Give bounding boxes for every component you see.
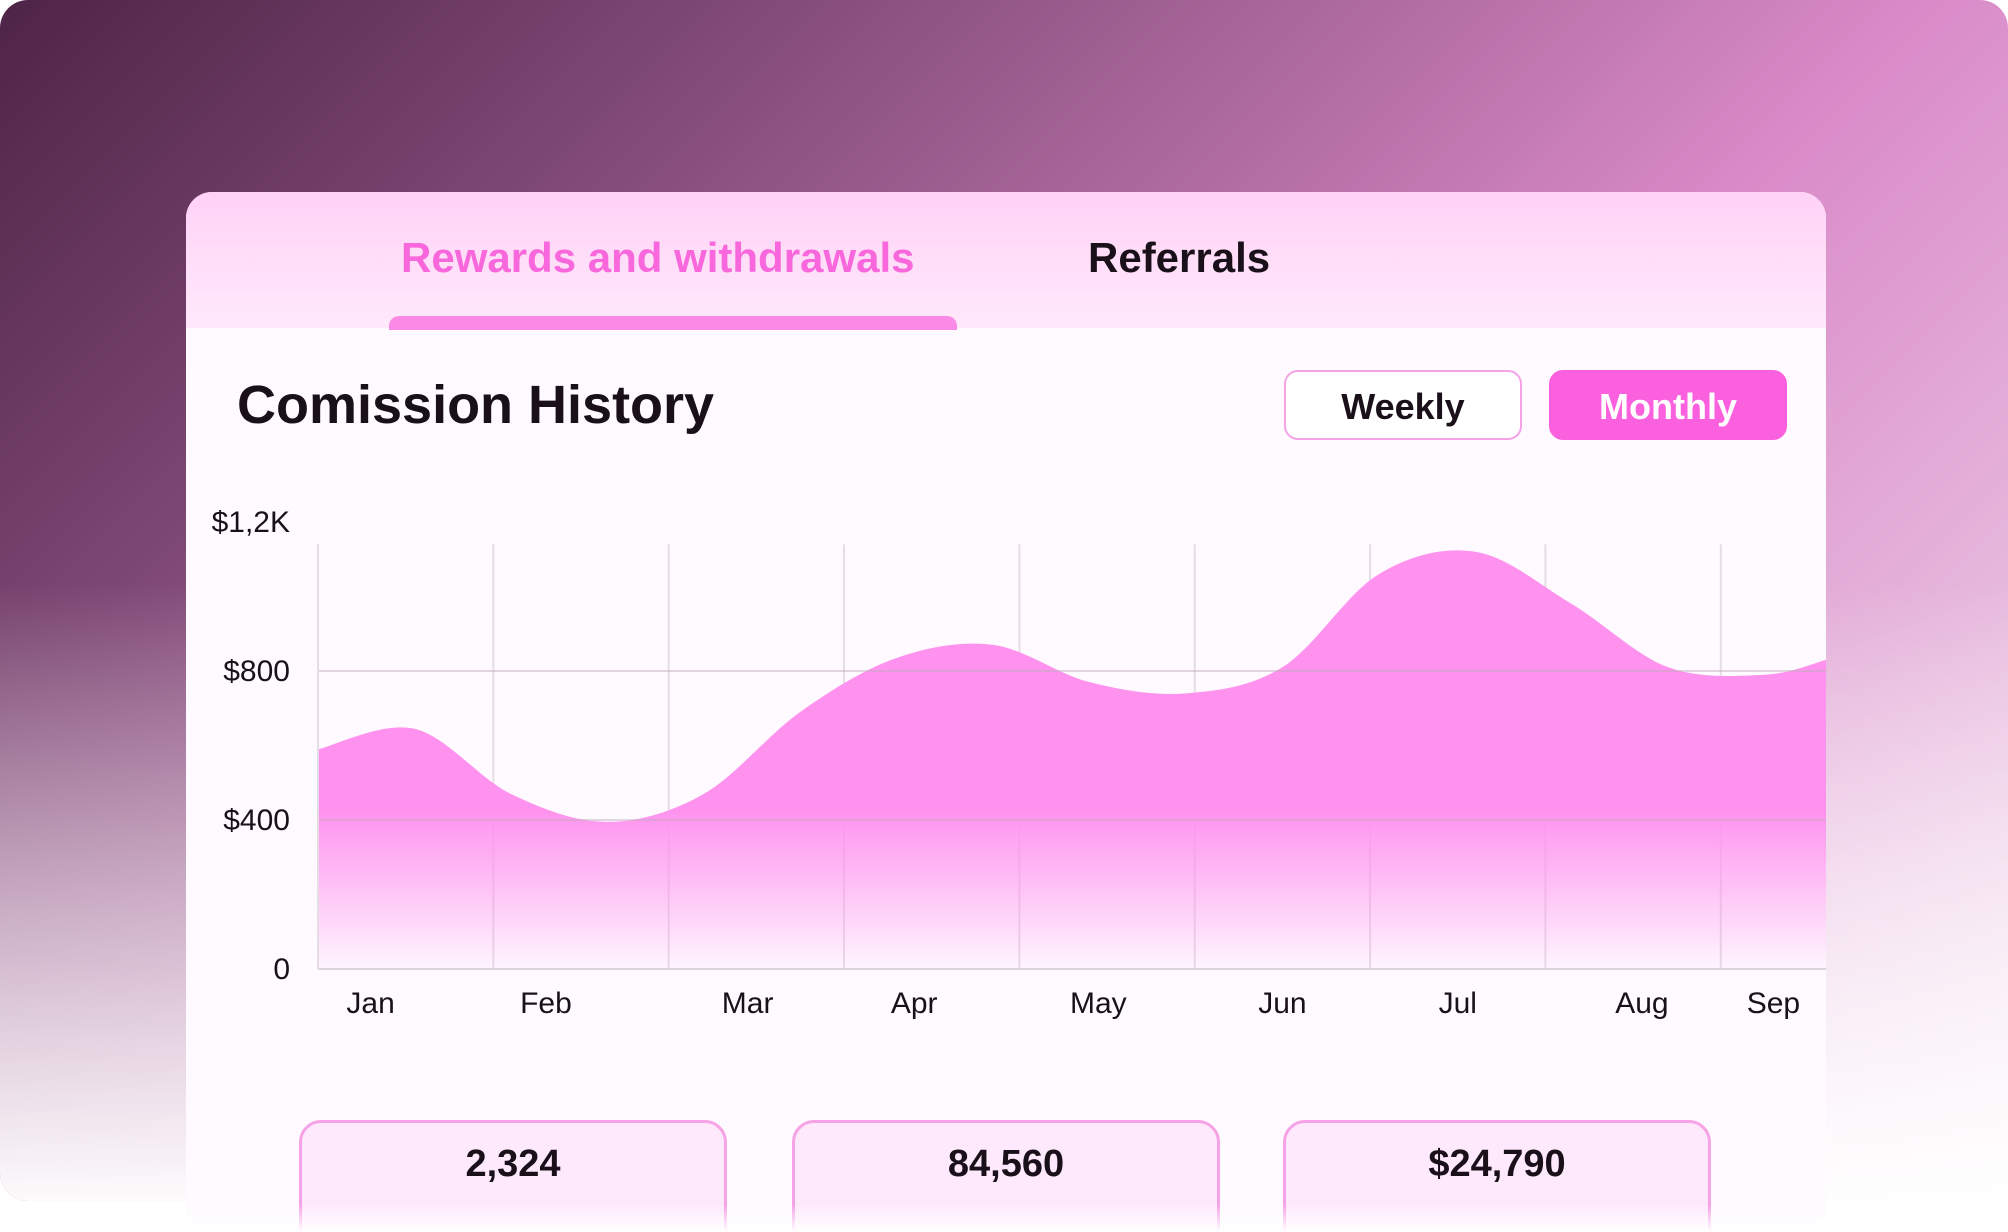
monthly-button[interactable]: Monthly bbox=[1549, 370, 1787, 440]
x-tick-label-sep: Sep bbox=[1747, 987, 1800, 1020]
x-tick-label-may: May bbox=[1070, 987, 1127, 1020]
x-tick-label-jun: Jun bbox=[1258, 987, 1306, 1020]
y-tick-label-0: 0 bbox=[273, 953, 290, 986]
horizontal-gridlines bbox=[318, 670, 1826, 821]
y-tick-labels: 0 $400 $800 $1,2K bbox=[212, 506, 290, 986]
commission-area bbox=[318, 550, 1826, 969]
active-tab-indicator bbox=[389, 316, 957, 330]
tab-bar: Rewards and withdrawals Referrals bbox=[186, 192, 1826, 330]
x-tick-label-jan: Jan bbox=[346, 987, 394, 1020]
tab-rewards-and-withdrawals[interactable]: Rewards and withdrawals bbox=[401, 234, 915, 281]
stat-value-2: 84,560 bbox=[947, 1143, 1065, 1185]
x-tick-label-feb: Feb bbox=[520, 987, 572, 1020]
y-tick-label-1200: $1,2K bbox=[212, 506, 290, 539]
x-tick-labels: Jan Feb Mar Apr May Jun Jul Aug Sep bbox=[346, 987, 1800, 1020]
x-tick-label-aug: Aug bbox=[1615, 987, 1668, 1020]
commission-area-chart: 0 $400 $800 $1,2K Jan Feb Mar Apr May Jun Jul Aug S… bbox=[212, 506, 1826, 1020]
weekly-button[interactable]: Weekly bbox=[1284, 370, 1522, 440]
commission-card: Rewards and withdrawals Referrals Comiss… bbox=[186, 192, 1826, 1232]
stat-value-1: 2,324 bbox=[465, 1143, 561, 1185]
x-tick-label-mar: Mar bbox=[722, 987, 774, 1020]
page-title: Comission History bbox=[237, 375, 715, 435]
stat-value-3: $24,790 bbox=[1428, 1143, 1566, 1185]
y-tick-label-800: $800 bbox=[223, 655, 290, 688]
x-tick-label-apr: Apr bbox=[891, 987, 938, 1020]
x-tick-label-jul: Jul bbox=[1439, 987, 1477, 1020]
tab-referrals[interactable]: Referrals bbox=[1088, 234, 1271, 281]
card-bottom-fade bbox=[186, 1204, 1826, 1232]
y-tick-label-400: $400 bbox=[223, 804, 290, 837]
